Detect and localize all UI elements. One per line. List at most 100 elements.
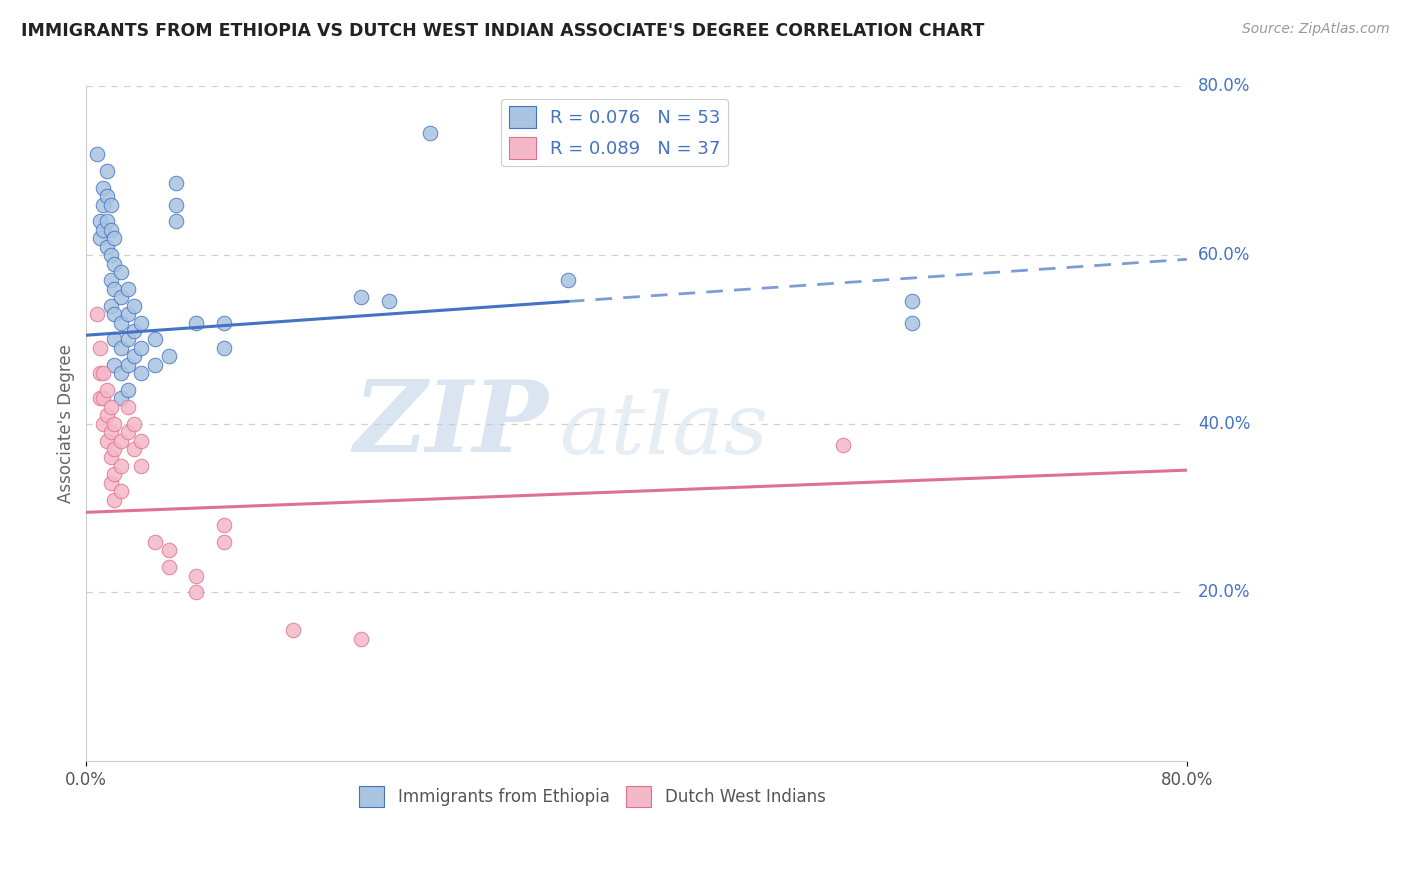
- Point: [96, 409, 118, 423]
- Point: [117, 358, 139, 372]
- Point: [124, 299, 146, 313]
- Text: Source: ZipAtlas.com: Source: ZipAtlas.com: [1241, 22, 1389, 37]
- Point: [350, 632, 373, 646]
- Point: [110, 434, 132, 448]
- Point: [100, 299, 122, 313]
- Point: [100, 400, 122, 414]
- Text: 20.0%: 20.0%: [1198, 583, 1250, 601]
- Point: [103, 333, 125, 347]
- Point: [117, 400, 139, 414]
- Point: [110, 290, 132, 304]
- Point: [212, 341, 235, 355]
- Point: [110, 316, 132, 330]
- Point: [143, 333, 166, 347]
- Legend: Immigrants from Ethiopia, Dutch West Indians: Immigrants from Ethiopia, Dutch West Ind…: [353, 780, 832, 814]
- Point: [165, 214, 187, 228]
- Point: [89, 392, 111, 406]
- Point: [900, 294, 922, 309]
- Point: [110, 484, 132, 499]
- Point: [103, 256, 125, 270]
- Point: [100, 475, 122, 490]
- Point: [103, 442, 125, 456]
- Point: [131, 341, 153, 355]
- Point: [89, 214, 111, 228]
- Point: [103, 492, 125, 507]
- Point: [89, 341, 111, 355]
- Point: [103, 231, 125, 245]
- Point: [100, 248, 122, 262]
- Point: [100, 425, 122, 440]
- Point: [103, 358, 125, 372]
- Point: [91, 417, 114, 431]
- Point: [91, 197, 114, 211]
- Point: [143, 358, 166, 372]
- Point: [165, 177, 187, 191]
- Point: [124, 417, 146, 431]
- Point: [117, 383, 139, 397]
- Point: [212, 518, 235, 533]
- Point: [350, 290, 373, 304]
- Point: [124, 324, 146, 338]
- Point: [96, 163, 118, 178]
- Point: [100, 273, 122, 287]
- Point: [110, 458, 132, 473]
- Point: [103, 307, 125, 321]
- Point: [103, 467, 125, 482]
- Point: [831, 438, 853, 452]
- Point: [131, 434, 153, 448]
- Point: [165, 197, 187, 211]
- Point: [96, 240, 118, 254]
- Point: [157, 349, 180, 363]
- Point: [91, 180, 114, 194]
- Point: [96, 383, 118, 397]
- Point: [281, 624, 304, 638]
- Point: [143, 534, 166, 549]
- Point: [186, 568, 208, 582]
- Text: ZIP: ZIP: [353, 376, 548, 472]
- Text: 80.0%: 80.0%: [1198, 78, 1250, 95]
- Point: [110, 392, 132, 406]
- Point: [91, 366, 114, 380]
- Point: [96, 189, 118, 203]
- Point: [157, 560, 180, 574]
- Point: [131, 366, 153, 380]
- Point: [131, 458, 153, 473]
- Point: [103, 282, 125, 296]
- Point: [186, 585, 208, 599]
- Text: 60.0%: 60.0%: [1198, 246, 1250, 264]
- Point: [117, 307, 139, 321]
- Point: [212, 316, 235, 330]
- Point: [86, 307, 108, 321]
- Point: [186, 316, 208, 330]
- Point: [100, 197, 122, 211]
- Point: [100, 450, 122, 465]
- Point: [86, 147, 108, 161]
- Point: [124, 349, 146, 363]
- Point: [124, 442, 146, 456]
- Point: [96, 434, 118, 448]
- Point: [91, 392, 114, 406]
- Point: [131, 316, 153, 330]
- Point: [419, 126, 441, 140]
- Point: [157, 543, 180, 558]
- Point: [557, 273, 579, 287]
- Point: [91, 223, 114, 237]
- Point: [117, 333, 139, 347]
- Text: 40.0%: 40.0%: [1198, 415, 1250, 433]
- Text: IMMIGRANTS FROM ETHIOPIA VS DUTCH WEST INDIAN ASSOCIATE'S DEGREE CORRELATION CHA: IMMIGRANTS FROM ETHIOPIA VS DUTCH WEST I…: [21, 22, 984, 40]
- Point: [117, 282, 139, 296]
- Point: [110, 265, 132, 279]
- Point: [103, 417, 125, 431]
- Point: [117, 425, 139, 440]
- Point: [89, 231, 111, 245]
- Point: [378, 294, 401, 309]
- Text: atlas: atlas: [560, 389, 769, 472]
- Point: [110, 366, 132, 380]
- Point: [212, 534, 235, 549]
- Point: [89, 366, 111, 380]
- Y-axis label: Associate's Degree: Associate's Degree: [58, 344, 75, 503]
- Point: [900, 316, 922, 330]
- Point: [100, 223, 122, 237]
- Point: [110, 341, 132, 355]
- Point: [96, 214, 118, 228]
